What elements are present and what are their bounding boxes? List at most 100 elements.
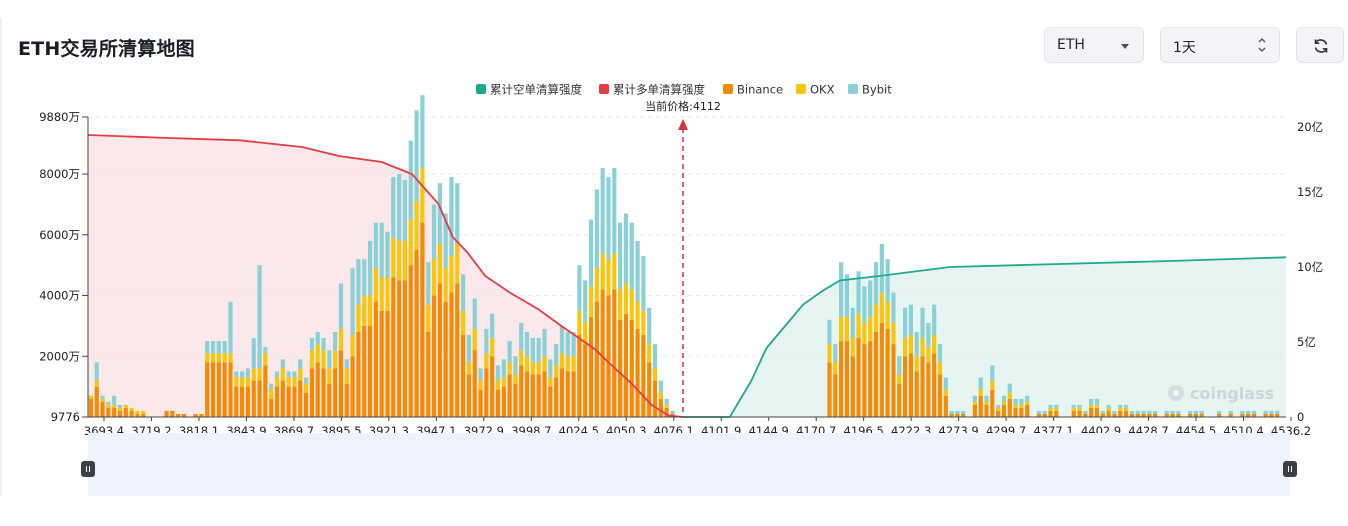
bar-binance[interactable] — [472, 350, 477, 417]
bar-okx[interactable] — [1001, 401, 1007, 405]
bar-binance[interactable] — [1071, 410, 1076, 417]
bar-binance[interactable] — [466, 374, 472, 417]
bar-okx[interactable] — [478, 380, 483, 390]
bar-bybit[interactable] — [1013, 398, 1018, 405]
bar-bybit[interactable] — [1228, 410, 1233, 414]
bar-bybit[interactable] — [1217, 410, 1222, 414]
bar-okx[interactable] — [565, 356, 570, 372]
bar-bybit[interactable] — [367, 240, 373, 296]
bar-bybit[interactable] — [856, 271, 861, 314]
bar-binance[interactable] — [112, 407, 117, 417]
bar-bybit[interactable] — [623, 213, 629, 284]
bar-bybit[interactable] — [309, 338, 314, 351]
bar-okx[interactable] — [274, 377, 280, 387]
bar-okx[interactable] — [309, 350, 314, 369]
bar-binance[interactable] — [629, 319, 634, 417]
bar-binance[interactable] — [1013, 407, 1018, 417]
bar-binance[interactable] — [269, 398, 274, 417]
bar-okx[interactable] — [542, 356, 547, 372]
bar-binance[interactable] — [367, 325, 373, 417]
slider-track[interactable] — [88, 433, 1290, 496]
bar-binance[interactable] — [513, 383, 518, 417]
bar-bybit[interactable] — [658, 380, 663, 393]
bar-binance[interactable] — [420, 222, 425, 417]
bar-okx[interactable] — [362, 295, 367, 326]
bar-okx[interactable] — [548, 377, 553, 387]
bar-binance[interactable] — [461, 335, 466, 417]
bar-binance[interactable] — [1048, 410, 1053, 417]
bar-okx[interactable] — [210, 353, 216, 363]
bar-binance[interactable] — [135, 413, 140, 417]
bar-okx[interactable] — [373, 268, 378, 302]
bar-okx[interactable] — [466, 362, 472, 375]
bar-binance[interactable] — [257, 380, 262, 417]
bar-binance[interactable] — [449, 292, 454, 417]
bar-binance[interactable] — [1019, 407, 1024, 417]
bar-binance[interactable] — [949, 413, 954, 417]
bar-binance[interactable] — [286, 386, 291, 417]
bar-binance[interactable] — [490, 356, 495, 417]
bar-binance[interactable] — [1077, 410, 1082, 417]
bar-okx[interactable] — [862, 322, 867, 345]
bar-okx[interactable] — [868, 316, 873, 342]
bar-okx[interactable] — [402, 240, 408, 281]
bar-okx[interactable] — [635, 301, 640, 329]
bar-bybit[interactable] — [1112, 410, 1117, 414]
bar-bybit[interactable] — [972, 395, 977, 402]
bar-bybit[interactable] — [827, 319, 832, 345]
bar-binance[interactable] — [536, 374, 541, 417]
bar-bybit[interactable] — [565, 331, 570, 357]
bar-bybit[interactable] — [868, 280, 873, 317]
bar-binance[interactable] — [1240, 413, 1245, 417]
bar-bybit[interactable] — [94, 362, 99, 381]
bar-binance[interactable] — [1135, 413, 1140, 417]
bar-bybit[interactable] — [344, 359, 349, 369]
bar-okx[interactable] — [1094, 404, 1100, 408]
bar-bybit[interactable] — [501, 359, 506, 378]
bar-binance[interactable] — [583, 344, 588, 417]
bar-binance[interactable] — [315, 362, 320, 417]
bar-bybit[interactable] — [833, 344, 838, 363]
legend-item[interactable]: 累计多单清算强度 — [599, 83, 705, 97]
bar-binance[interactable] — [891, 344, 896, 417]
bar-binance[interactable] — [961, 413, 966, 417]
bar-bybit[interactable] — [1141, 410, 1146, 414]
bar-okx[interactable] — [1106, 407, 1111, 411]
bar-okx[interactable] — [94, 380, 99, 387]
bar-binance[interactable] — [385, 310, 390, 417]
bar-binance[interactable] — [362, 325, 367, 417]
bar-okx[interactable] — [141, 410, 146, 414]
bar-okx[interactable] — [437, 243, 442, 284]
bar-okx[interactable] — [106, 404, 111, 408]
bar-bybit[interactable] — [530, 338, 535, 363]
bar-bybit[interactable] — [100, 395, 105, 399]
bar-okx[interactable] — [222, 353, 227, 363]
bar-okx[interactable] — [443, 268, 448, 302]
bar-bybit[interactable] — [1176, 410, 1181, 414]
bar-binance[interactable] — [920, 356, 925, 417]
time-range-select[interactable]: 1天 — [1160, 27, 1280, 63]
bar-bybit[interactable] — [606, 177, 611, 260]
bar-binance[interactable] — [1129, 413, 1134, 417]
bar-binance[interactable] — [1025, 404, 1030, 417]
bar-binance[interactable] — [495, 389, 501, 417]
coin-select[interactable]: ETH — [1044, 27, 1144, 63]
bar-binance[interactable] — [193, 413, 198, 417]
bar-okx[interactable] — [338, 328, 344, 351]
bar-bybit[interactable] — [1094, 398, 1100, 405]
bar-bybit[interactable] — [1025, 395, 1030, 402]
bar-binance[interactable] — [344, 383, 349, 417]
bar-bybit[interactable] — [990, 365, 995, 381]
bar-binance[interactable] — [327, 383, 332, 417]
bar-bybit[interactable] — [652, 344, 658, 369]
bar-bybit[interactable] — [1170, 410, 1175, 414]
bar-bybit[interactable] — [536, 338, 541, 363]
bar-bybit[interactable] — [1187, 410, 1193, 414]
bar-binance[interactable] — [391, 277, 396, 417]
bar-binance[interactable] — [519, 365, 524, 417]
bar-bybit[interactable] — [513, 356, 518, 375]
bar-bybit[interactable] — [1054, 404, 1059, 408]
bar-bybit[interactable] — [1077, 404, 1082, 408]
bar-bybit[interactable] — [205, 341, 210, 354]
bar-bybit[interactable] — [635, 240, 640, 302]
